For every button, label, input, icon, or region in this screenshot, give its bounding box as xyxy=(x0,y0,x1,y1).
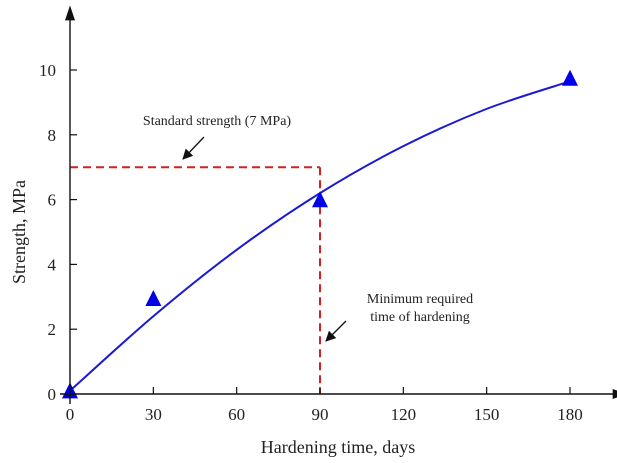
plot-layer xyxy=(62,69,578,399)
x-ticks xyxy=(69,387,571,394)
annotation-minimum-time: Minimum required time of hardening xyxy=(325,292,473,342)
x-axis-title: Hardening time, days xyxy=(261,437,415,457)
standard-strength-guide xyxy=(70,166,321,394)
annotation-minimum-time-line: time of hardening xyxy=(370,310,470,325)
annotation-minimum-time-line: Minimum required xyxy=(367,292,473,307)
annotation-minimum-time-text: Minimum required time of hardening xyxy=(367,292,473,325)
y-axis: 0 2 4 6 8 10 Strength, MPa xyxy=(9,5,77,404)
y-tick-label: 2 xyxy=(48,320,57,339)
x-tick-label: 30 xyxy=(145,405,162,424)
data-point xyxy=(562,69,578,86)
annotation-standard-strength: Standard strength (7 MPa) xyxy=(143,114,291,160)
data-point xyxy=(312,191,328,208)
y-tick-label: 10 xyxy=(39,61,56,80)
y-tick-label: 0 xyxy=(48,385,57,404)
x-tick-label: 180 xyxy=(557,405,583,424)
x-axis: 0 30 60 90 120 150 180 Hardening time, days xyxy=(60,387,617,457)
x-tick-label: 90 xyxy=(312,405,329,424)
x-tick-label: 120 xyxy=(391,405,417,424)
y-axis-title: Strength, MPa xyxy=(9,180,29,284)
x-tick-label: 60 xyxy=(228,405,245,424)
x-tick-labels: 0 30 60 90 120 150 180 xyxy=(66,405,583,424)
y-axis-arrowhead xyxy=(65,5,75,21)
x-axis-arrowhead xyxy=(612,389,617,399)
y-ticks xyxy=(70,69,77,395)
x-tick-label: 0 xyxy=(66,405,75,424)
strength-fit-curve xyxy=(69,80,571,392)
y-tick-label: 8 xyxy=(48,126,57,145)
annotation-standard-strength-text: Standard strength (7 MPa) xyxy=(143,114,291,129)
x-tick-label: 150 xyxy=(474,405,500,424)
y-tick-label: 4 xyxy=(48,255,57,274)
annotation-minimum-time-arrow xyxy=(325,320,347,342)
data-point xyxy=(145,290,162,307)
y-tick-label: 6 xyxy=(48,191,57,210)
annotation-standard-strength-arrow xyxy=(182,136,205,160)
y-tick-labels: 0 2 4 6 8 10 xyxy=(39,61,57,404)
